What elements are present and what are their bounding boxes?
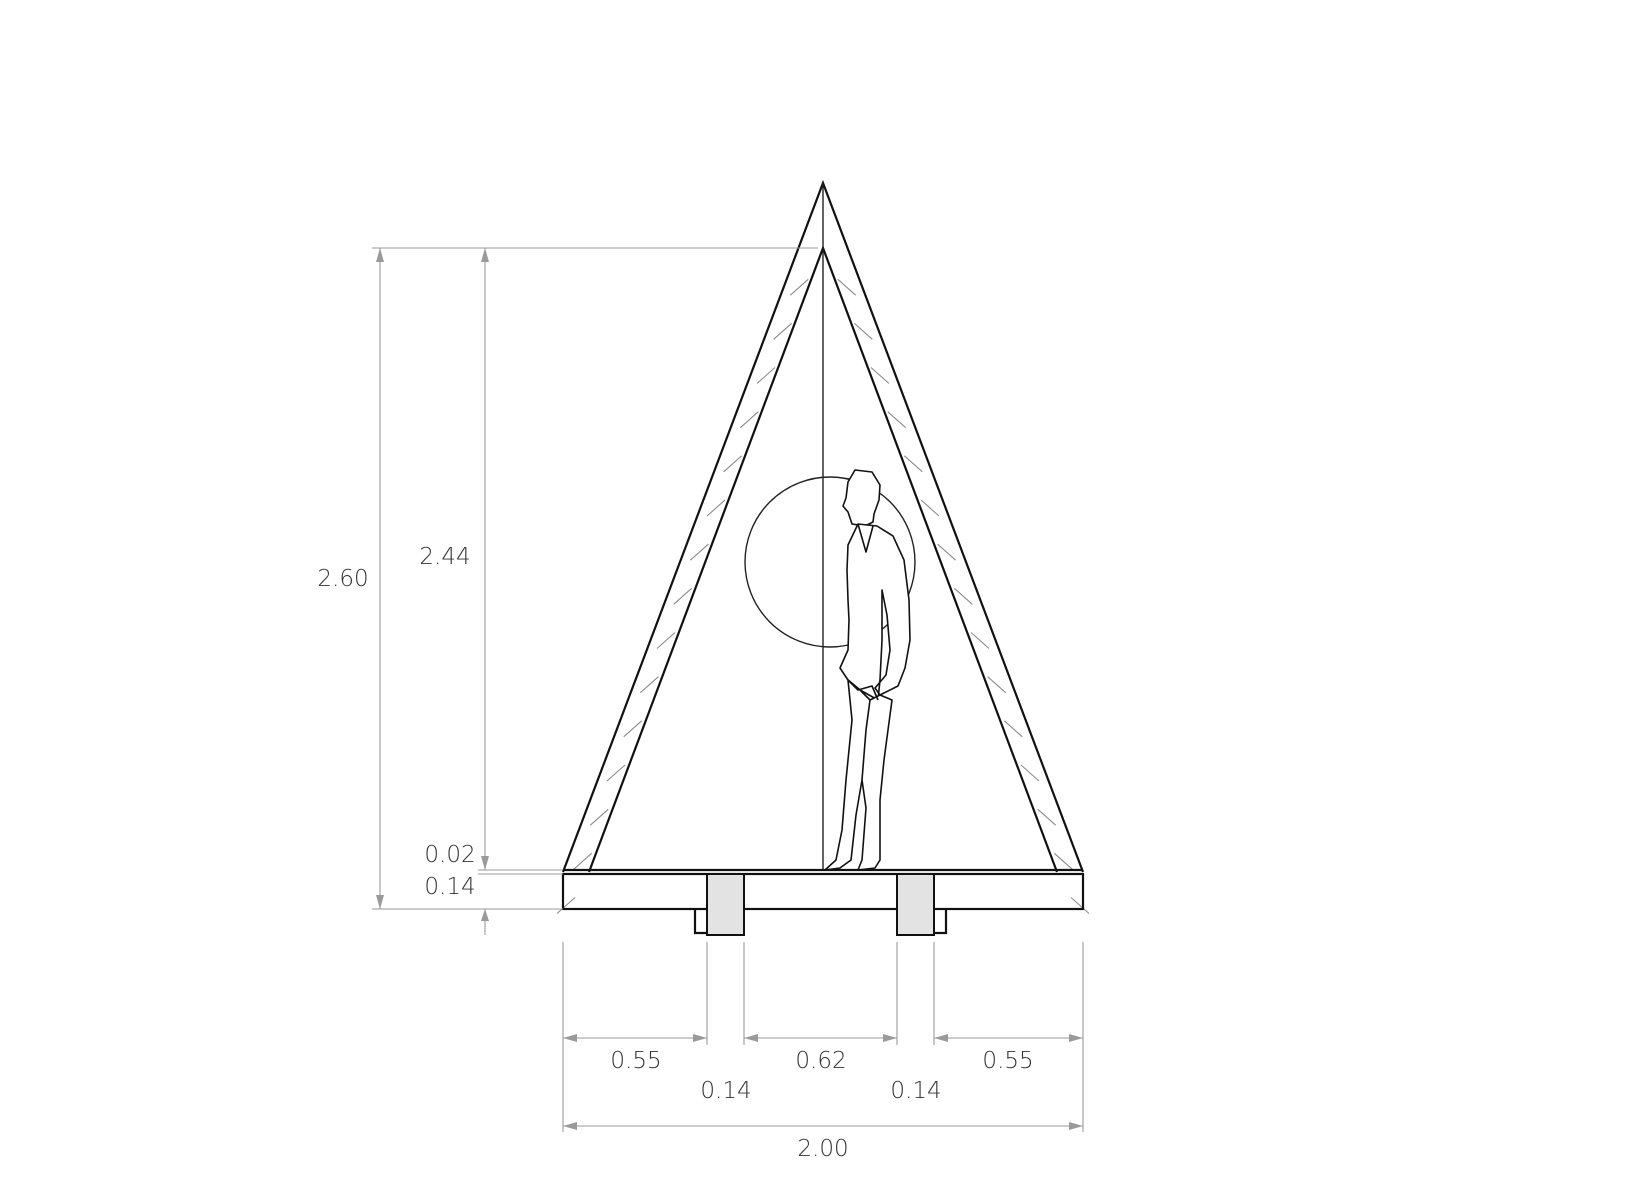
floor-slab <box>561 872 1085 911</box>
figure-legs <box>824 679 893 871</box>
roof-slat-left <box>589 808 609 826</box>
overall-height-label: 2.60 <box>317 566 368 592</box>
figure-torso <box>839 523 911 701</box>
support-beams <box>693 873 948 936</box>
left-beam-bracket <box>693 909 707 935</box>
roof-slat-left <box>656 632 676 649</box>
roof-slat-right <box>1003 720 1023 738</box>
roof-slat-left <box>689 543 709 561</box>
roof-slat-left <box>556 897 576 914</box>
roof-slat-left <box>789 278 809 296</box>
roof-slat-left <box>673 587 693 605</box>
figure-leg-divide <box>861 699 871 781</box>
inner-height-arrow-top <box>481 248 489 262</box>
overall-height-arrow-bottom <box>376 895 384 909</box>
roof-slat-right <box>837 278 857 296</box>
roof-slat-left <box>623 720 643 738</box>
roof-slat-right <box>1020 764 1040 782</box>
roof-slats <box>556 278 1090 914</box>
roof-slat-left <box>606 764 626 782</box>
roof-slat-right <box>1070 897 1090 914</box>
right-beam-width-label: 0.14 <box>890 1078 941 1104</box>
roof-slat-left <box>573 852 593 870</box>
overall-width-arrow-b <box>1069 1122 1083 1130</box>
roof-slat-left <box>756 367 776 384</box>
floor-platform <box>561 868 1085 911</box>
roof-slat-right <box>953 587 973 605</box>
floor-thickness-label: 0.14 <box>424 874 475 900</box>
inner-height-label: 2.44 <box>419 544 470 570</box>
roof-slat-right <box>887 411 907 429</box>
roof-slat-left <box>723 455 743 473</box>
floor-dim-arrow-lower <box>481 909 489 921</box>
left-support-beam <box>706 873 745 936</box>
center-span-arrow-b <box>883 1034 897 1042</box>
horizontal-dimensions: 0.55 0.62 0.55 0.14 0.14 2.00 <box>562 942 1084 1162</box>
overall-height-arrow-top <box>376 248 384 262</box>
center-span-arrow-a <box>744 1034 758 1042</box>
figure-hand <box>847 679 879 701</box>
left-overhang-arrow-a <box>563 1034 577 1042</box>
roof-slat-right <box>870 367 890 384</box>
vertical-dimensions: 2.60 2.44 0.02 0.14 <box>317 247 818 935</box>
right-overhang-arrow-a <box>934 1034 948 1042</box>
roof-slat-right <box>1037 808 1057 826</box>
left-overhang-arrow-b <box>693 1034 707 1042</box>
roof-slat-left <box>739 411 759 429</box>
right-support-beam <box>896 873 935 936</box>
a-frame-structure <box>561 179 1085 873</box>
floor-gap-label: 0.02 <box>424 842 475 868</box>
human-figure <box>824 469 911 871</box>
right-overhang-arrow-b <box>1069 1034 1083 1042</box>
roof-slat-right <box>1053 852 1073 870</box>
right-overhang-label: 0.55 <box>982 1048 1033 1074</box>
round-window <box>744 476 916 648</box>
left-beam-width-label: 0.14 <box>700 1078 751 1104</box>
roof-slat-right <box>903 455 923 473</box>
left-overhang-label: 0.55 <box>610 1048 661 1074</box>
roof-slat-right <box>920 499 940 517</box>
overall-width-arrow-a <box>563 1122 577 1130</box>
roof-slat-right <box>970 632 990 649</box>
roof-slat-right <box>853 322 873 340</box>
roof-slat-left <box>773 322 793 340</box>
roof-slat-left <box>639 676 659 694</box>
roof-slat-right <box>987 676 1007 694</box>
inner-height-arrow-bottom <box>481 856 489 870</box>
figure-collar <box>857 523 874 553</box>
overall-width-label: 2.00 <box>797 1136 848 1162</box>
roof-slat-right <box>937 543 957 561</box>
center-span-label: 0.62 <box>795 1048 846 1074</box>
right-beam-bracket <box>934 909 948 935</box>
roof-slat-left <box>706 499 726 517</box>
